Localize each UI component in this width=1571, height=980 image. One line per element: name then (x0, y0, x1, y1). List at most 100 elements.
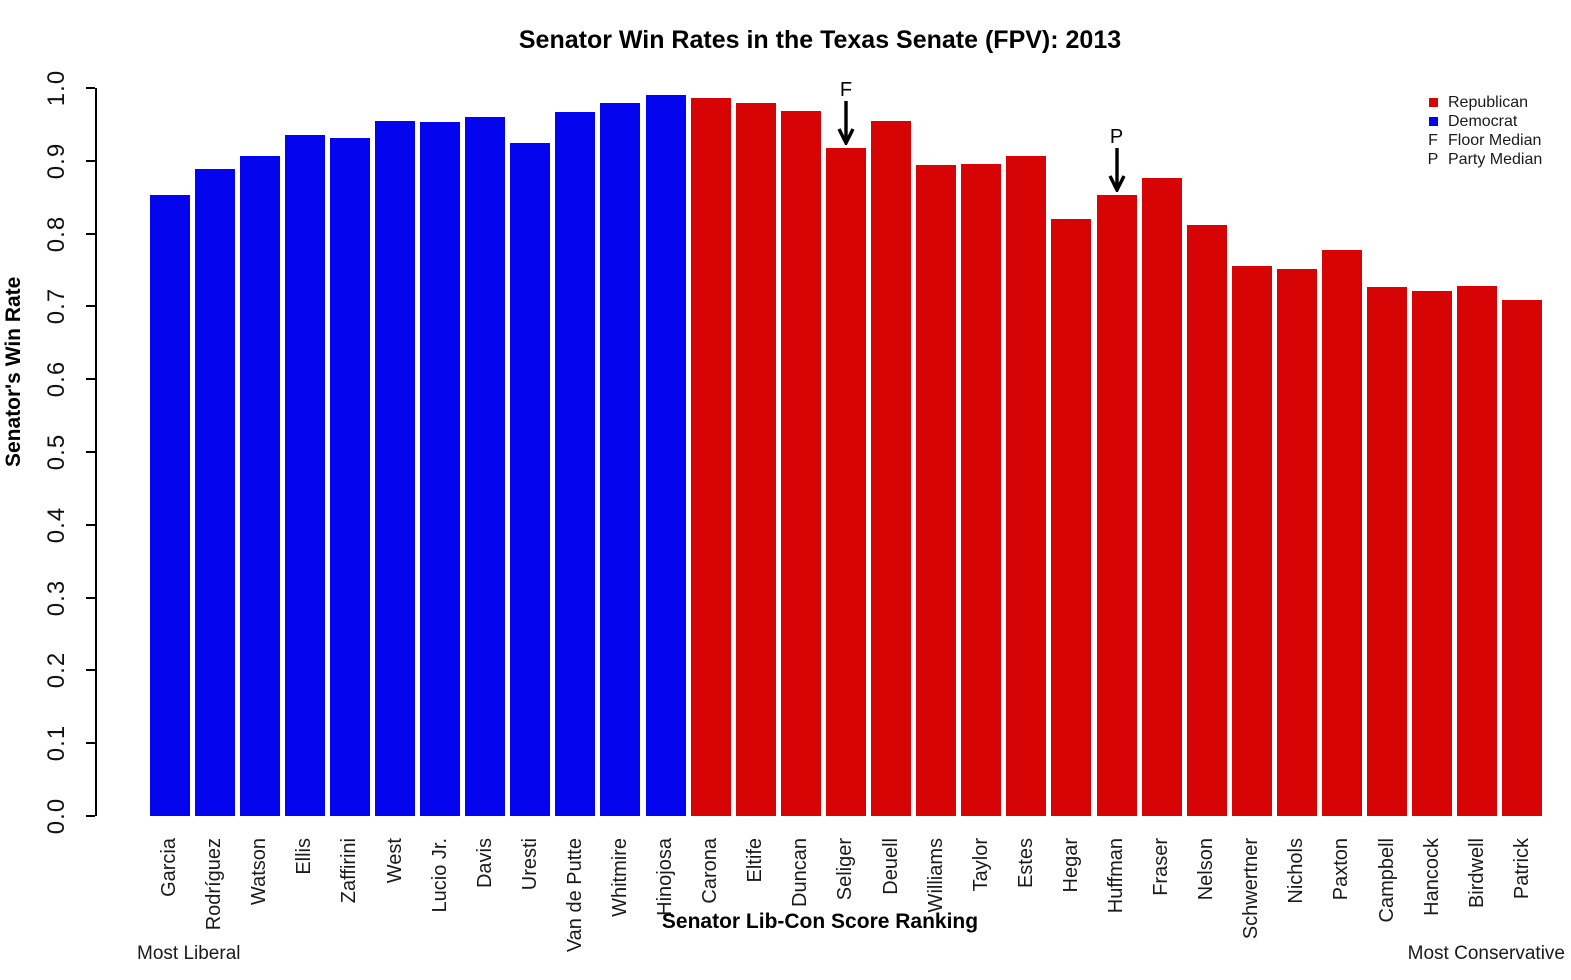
bar-democrat (329, 138, 370, 816)
x-tick-label-cell: Hinojosa (643, 838, 688, 973)
x-tick-label-cell: Nelson (1184, 838, 1229, 973)
x-tick-label: Nelson (1195, 838, 1218, 901)
bar-cell (1274, 88, 1319, 816)
annotation-f-floor-median: F (837, 79, 855, 145)
bar-republican (871, 121, 912, 816)
bar-cell (869, 88, 914, 816)
bar-republican (1457, 286, 1498, 816)
x-tick-label: Zaffirini (338, 838, 361, 904)
x-tick-label: West (383, 838, 406, 884)
x-tick-label-cell: Lucio Jr. (418, 838, 463, 973)
bar-democrat (375, 121, 416, 816)
legend-row-party-median: P Party Median (1424, 150, 1543, 169)
legend-row-republican: Republican (1424, 93, 1542, 112)
y-tick-label: 0.9 (43, 142, 70, 179)
y-axis-title: Senator's Win Rate (2, 276, 25, 467)
x-tick-label-cell: Van de Putte (553, 838, 598, 973)
bar-cell (1229, 88, 1274, 816)
bar-democrat (510, 143, 551, 816)
y-tick-label: 0.3 (43, 579, 70, 616)
y-tick-label: 0.0 (43, 797, 70, 835)
bar-democrat (284, 135, 325, 816)
bar-cell (508, 88, 553, 816)
y-tick-label: 0.7 (43, 288, 70, 325)
y-tick-mark (86, 87, 95, 89)
bar-cell (418, 88, 463, 816)
bar-democrat (465, 117, 506, 816)
bar-democrat (194, 169, 235, 816)
bar-republican (1051, 219, 1092, 816)
y-tick-mark (86, 669, 95, 672)
bar-republican (1231, 266, 1272, 816)
bar-republican (1006, 156, 1047, 816)
bar-cell (959, 88, 1004, 816)
x-tick-label: Estes (1014, 838, 1037, 889)
bar-cell: P (1094, 88, 1139, 816)
bar-cell (643, 88, 688, 816)
x-tick-label-cell: Zaffirini (327, 838, 372, 973)
y-tick-mark (86, 815, 95, 817)
x-axis-note-most-conservative: Most Conservative (1407, 943, 1565, 964)
bar-cell (1004, 88, 1049, 816)
bar-republican (1096, 195, 1137, 816)
bar-cell (778, 88, 823, 816)
x-tick-label: Hegar (1059, 838, 1082, 893)
x-tick-label-cell: Eltife (733, 838, 778, 973)
x-tick-label-cell: Taylor (959, 838, 1004, 973)
x-axis-labels: Garcia Rodríguez Watson Ellis Zaffirini West L… (97, 838, 1545, 973)
y-tick-label: 0.6 (43, 361, 70, 398)
annotation-p-party-median: P (1107, 126, 1126, 192)
bar-democrat (555, 112, 596, 816)
bar-cell (147, 88, 192, 816)
bar-cell (327, 88, 372, 816)
y-tick-mark (86, 159, 95, 162)
x-axis-title: Senator Lib-Con Score Ranking (661, 910, 979, 933)
x-tick-label-cell: Watson (237, 838, 282, 973)
x-tick-label: Paxton (1330, 838, 1353, 901)
legend-label: Floor Median (1448, 131, 1542, 149)
bar-cell (463, 88, 508, 816)
bar-cell (688, 88, 733, 816)
x-tick-label: Fraser (1150, 838, 1173, 896)
bar-republican (1276, 269, 1317, 816)
x-tick-label: Hancock (1420, 838, 1443, 916)
x-axis-note-most-liberal: Most Liberal (137, 943, 241, 964)
chart-title: Senator Win Rates in the Texas Senate (F… (518, 26, 1122, 54)
x-tick-label-cell: West (372, 838, 417, 973)
x-tick-label-cell: Nichols (1274, 838, 1319, 973)
legend-label: Party Median (1448, 150, 1543, 168)
republican-swatch-icon (1424, 98, 1442, 107)
x-tick-label: Ellis (293, 838, 316, 875)
x-tick-label: Nichols (1285, 838, 1308, 904)
bar-cell (553, 88, 598, 816)
x-tick-label-cell: Hegar (1049, 838, 1094, 973)
y-tick-mark (86, 232, 95, 235)
bar-cell (914, 88, 959, 816)
bar-republican (735, 103, 776, 816)
x-tick-label: Birdwell (1465, 838, 1488, 909)
bar-republican (1502, 300, 1543, 816)
x-tick-label: Taylor (969, 838, 992, 892)
annotation-letter: P (1109, 126, 1124, 148)
x-tick-label-cell: Davis (463, 838, 508, 973)
y-tick-label: 0.1 (43, 725, 70, 762)
bar-republican (1141, 178, 1182, 816)
y-tick-label: 0.4 (43, 506, 70, 543)
x-tick-label: Seliger (834, 838, 857, 901)
bar-republican (1321, 250, 1362, 816)
x-tick-label-cell: Ellis (282, 838, 327, 973)
democrat-swatch-icon (1424, 117, 1442, 126)
bar-cell (1410, 88, 1455, 816)
x-tick-label-cell: Uresti (508, 838, 553, 973)
y-tick-mark (86, 523, 95, 526)
x-tick-label: Davis (473, 838, 496, 889)
x-tick-label-cell: Fraser (1139, 838, 1184, 973)
x-tick-label-cell: Carona (688, 838, 733, 973)
bar-cell (282, 88, 327, 816)
bar-cell (598, 88, 643, 816)
bar-republican (1186, 225, 1227, 816)
x-tick-label-cell: Williams (914, 838, 959, 973)
bar-democrat (600, 103, 641, 816)
x-tick-label-cell: Campbell (1365, 838, 1410, 973)
y-tick-label: 0.5 (43, 433, 70, 471)
